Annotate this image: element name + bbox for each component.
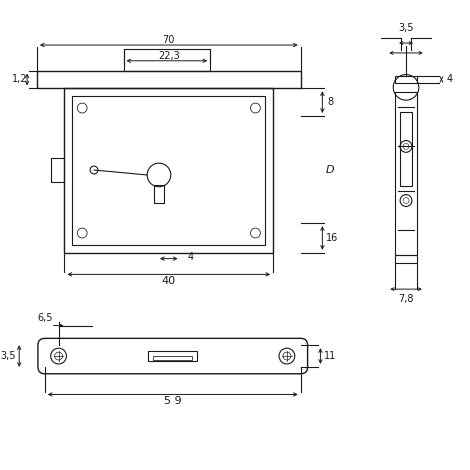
- Bar: [124, 49, 210, 70]
- Text: 4: 4: [188, 251, 194, 262]
- Bar: [37, 70, 301, 88]
- Text: 4: 4: [446, 74, 453, 85]
- Bar: [395, 92, 417, 255]
- Bar: [153, 356, 192, 360]
- Bar: [395, 76, 417, 83]
- Text: 8: 8: [327, 97, 333, 107]
- Text: 16: 16: [326, 233, 338, 243]
- Bar: [72, 96, 265, 245]
- Text: D: D: [326, 164, 335, 174]
- FancyBboxPatch shape: [38, 338, 307, 374]
- Text: 3,5: 3,5: [1, 351, 16, 361]
- Bar: [51, 158, 64, 182]
- Text: 70: 70: [163, 35, 175, 45]
- Text: 40: 40: [162, 276, 176, 286]
- Bar: [395, 255, 417, 263]
- Text: 6,5: 6,5: [37, 313, 53, 323]
- Bar: [148, 351, 197, 361]
- Bar: [154, 185, 164, 203]
- Text: 11: 11: [324, 351, 337, 361]
- Text: 1,2: 1,2: [11, 74, 27, 85]
- Bar: [64, 88, 273, 253]
- Bar: [400, 112, 412, 186]
- Text: 3,5: 3,5: [398, 24, 414, 33]
- Text: 22,3: 22,3: [158, 51, 180, 61]
- Text: 5 9: 5 9: [164, 396, 181, 407]
- Text: 7,8: 7,8: [398, 294, 414, 304]
